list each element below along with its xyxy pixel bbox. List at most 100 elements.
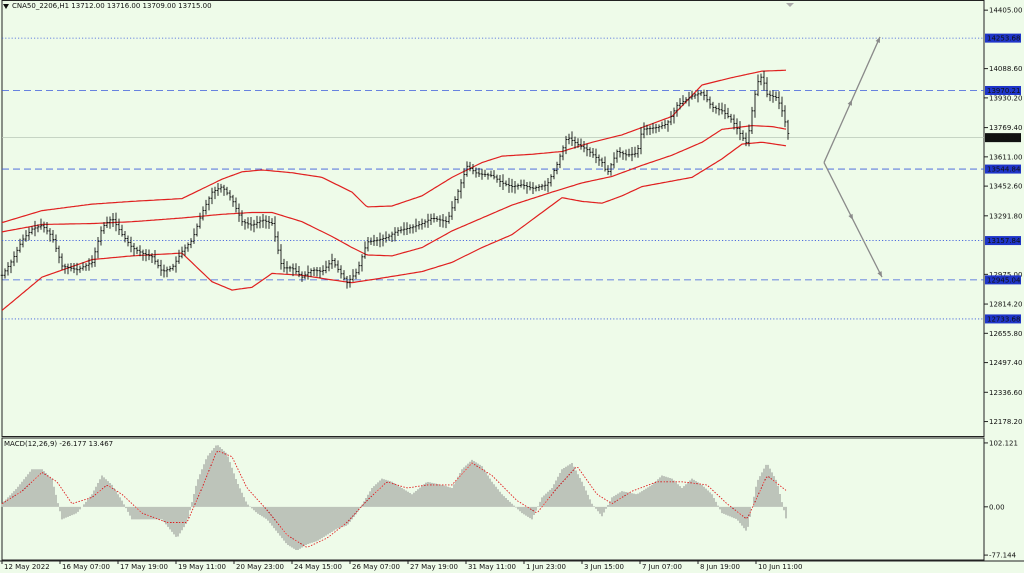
macd-y-tick-label-1: 0.00 [989, 503, 1005, 511]
candle [6, 262, 10, 276]
candle [159, 259, 163, 276]
candle [675, 102, 679, 117]
candle [30, 226, 34, 235]
macd-y-tick-label-0: 102.121 [989, 439, 1018, 447]
candle [423, 219, 427, 228]
candle [459, 179, 463, 199]
candle [123, 230, 127, 243]
candle [435, 216, 439, 222]
candle [99, 226, 103, 246]
candle [411, 224, 415, 234]
candle [477, 167, 481, 177]
candle [426, 213, 430, 228]
candle [615, 149, 619, 163]
candle [342, 270, 346, 281]
level-label-4: 12945.04 [987, 276, 1021, 284]
bollinger-upper-band [1, 69, 787, 224]
candle [291, 263, 295, 277]
candle [261, 214, 265, 228]
collapse-triangle-icon[interactable] [3, 4, 9, 9]
candle [126, 235, 130, 247]
macd-plot-frame [1, 437, 985, 561]
arrow-mid-head-1 [848, 213, 853, 220]
candle [576, 138, 580, 148]
candle [612, 152, 616, 169]
candle [471, 163, 475, 175]
candle [345, 276, 349, 289]
candle [42, 221, 46, 233]
candle [573, 136, 577, 149]
projection-arrow-1 [823, 162, 883, 278]
candle [408, 224, 412, 234]
candle [69, 263, 73, 272]
candle [258, 216, 262, 229]
candle [387, 233, 391, 241]
level-tag-0 [985, 33, 1021, 43]
candle [450, 201, 454, 220]
candle [147, 249, 151, 261]
candle [711, 101, 715, 113]
candle [558, 153, 562, 169]
candle [495, 174, 499, 183]
candle [762, 70, 766, 91]
candle [150, 253, 154, 264]
candle [210, 187, 214, 205]
candle [57, 245, 61, 264]
candle [630, 147, 634, 162]
candle [351, 269, 355, 282]
y-tick-label-1: 14088.60 [989, 65, 1022, 73]
candle [600, 157, 604, 167]
candle [552, 168, 556, 180]
candle [591, 148, 595, 158]
candle [696, 90, 700, 103]
candle [693, 93, 697, 99]
x-tick-label-1: 16 May 07:00 [62, 563, 110, 571]
candle [765, 77, 769, 98]
candle [186, 242, 190, 252]
candle [537, 184, 541, 192]
candle [318, 267, 322, 279]
candle [636, 145, 640, 158]
candle [393, 227, 397, 242]
candle [723, 104, 727, 120]
candle [3, 268, 7, 279]
candle [93, 247, 97, 267]
candle [780, 96, 784, 117]
level-tag-4 [985, 275, 1021, 285]
y-tick-label-6: 13291.80 [989, 212, 1022, 220]
candle [750, 106, 754, 135]
candle [294, 263, 298, 275]
candle [738, 121, 742, 141]
bollinger-middle-band [1, 124, 787, 257]
y-tick-label-8: 12814.20 [989, 301, 1022, 309]
candle [33, 220, 37, 237]
candle [705, 90, 709, 103]
level-label-0: 14253.68 [987, 35, 1020, 43]
candle [585, 143, 589, 157]
candle [531, 182, 535, 194]
candle [111, 213, 115, 228]
candle [201, 206, 205, 221]
candle [270, 218, 274, 226]
candle [609, 162, 613, 176]
candle [300, 271, 304, 282]
candle [243, 219, 247, 230]
y-tick-label-12: 12178.20 [989, 418, 1022, 426]
candle [708, 96, 712, 109]
candle [129, 236, 133, 253]
candle [771, 90, 775, 103]
bollinger-lower-band [1, 141, 787, 311]
shift-marker-icon [786, 3, 794, 7]
candle [402, 222, 406, 236]
candle [162, 264, 166, 278]
candle [546, 177, 550, 193]
candle [702, 89, 706, 101]
y-tick-label-2: 13930.20 [989, 94, 1022, 102]
candle [306, 265, 310, 280]
candle [594, 148, 598, 164]
candle [501, 174, 505, 190]
candle [714, 105, 718, 114]
x-tick-label-8: 31 May 11:00 [468, 563, 516, 571]
candle [645, 124, 649, 136]
